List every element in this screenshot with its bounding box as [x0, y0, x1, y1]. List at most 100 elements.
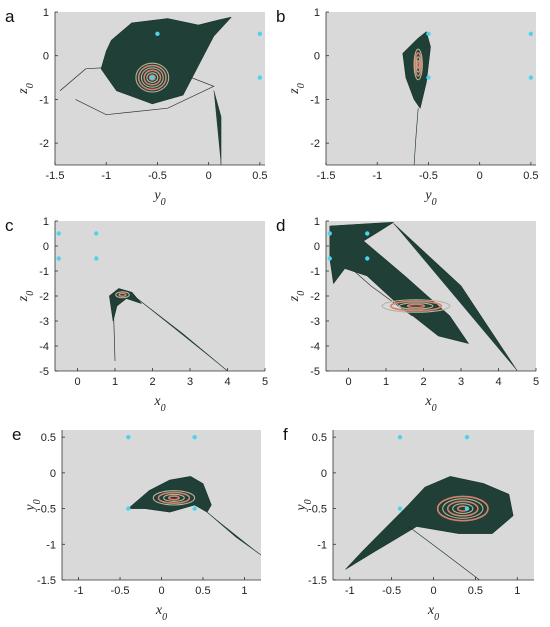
y-axis-label: z0: [287, 83, 307, 94]
x-tick-label: 0: [430, 585, 436, 597]
basin-tail: [206, 511, 261, 556]
y-tick-label: 1: [314, 216, 320, 228]
spiral-ring: [415, 56, 421, 73]
x-tick-label: 2: [149, 376, 155, 388]
y-tick-label: -4: [310, 341, 320, 353]
trajectory-curve: [59, 64, 215, 116]
y-tick-label: -2: [310, 138, 320, 150]
y-axis-label-sub: 0: [296, 83, 307, 88]
x-axis-label-sub: 0: [161, 197, 166, 208]
equilibrium-point: [150, 75, 155, 80]
equilibrium-point: [126, 506, 131, 511]
x-axis-label: x0: [155, 603, 167, 623]
equilibrium-point: [126, 434, 131, 440]
x-tick-label: 3: [458, 376, 464, 388]
x-tick-label: 0.5: [468, 585, 483, 597]
equilibrium-point: [365, 256, 370, 261]
panel-b: -1.5 -1 -0.5 0 0.5 1 0 -1 -2 y0 z0 b: [276, 7, 539, 208]
equilibrium-point: [397, 434, 403, 440]
equilibrium-point: [528, 31, 534, 37]
spiral-ring: [452, 503, 474, 514]
panel-letter: a: [5, 7, 15, 26]
x-tick-label: 4: [224, 376, 230, 388]
panel-letter: d: [276, 216, 285, 235]
x-axis-label: y0: [423, 188, 436, 208]
x-axis-label-sub: 0: [434, 612, 439, 623]
x-tick-label: -1: [372, 170, 382, 182]
x-tick-label: 0: [206, 170, 212, 182]
x-axis-label-sub: 0: [161, 403, 166, 414]
x-axis-label: x0: [424, 394, 436, 414]
basin-layer: [59, 16, 232, 165]
x-tick-label: 0: [158, 585, 164, 597]
x-tick-label: -0.5: [382, 585, 401, 597]
y-tick-label: -1: [39, 94, 49, 106]
spiral-ring: [115, 291, 130, 299]
x-tick-label: 2: [420, 376, 426, 388]
x-tick-label: -0.5: [111, 585, 130, 597]
equilibrium-point: [94, 231, 99, 236]
y-tick-label: -2: [310, 291, 320, 303]
spiral-ring: [416, 59, 421, 70]
spiral-ring: [140, 67, 164, 88]
x-tick-label: 1: [383, 376, 389, 388]
y-tick-label: -2: [39, 138, 49, 150]
y-tick-label: 1: [43, 216, 49, 228]
equilibrium-point: [56, 256, 61, 261]
panel-letter: f: [283, 425, 288, 444]
equilibrium-point: [528, 75, 534, 80]
spiral-ring: [442, 498, 484, 519]
y-tick-label: -5: [39, 366, 49, 378]
y-axis-label-sub: 0: [303, 499, 314, 504]
x-tick-label: -1: [345, 585, 355, 597]
equilibrium-point: [464, 506, 470, 511]
spiral-ring: [137, 64, 167, 91]
spiral-ring: [389, 300, 443, 312]
equilibrium-point: [155, 31, 160, 37]
basin-layer: [128, 476, 261, 556]
x-tick-label: 5: [262, 376, 268, 388]
equilibrium-point: [257, 31, 263, 37]
y-tick-label: 0.5: [41, 432, 56, 444]
panel-a: -1.5 -1 -0.5 0 0.5 1 0 -1 -2 y0 z0 a: [5, 7, 268, 208]
spiral-ring: [414, 52, 423, 77]
y-tick-label: 0: [43, 51, 49, 63]
equilibrium-point: [464, 434, 470, 440]
y-axis-label-sub: 0: [296, 291, 307, 296]
x-tick-label: 1: [112, 376, 118, 388]
y-axis-label-sub: 0: [25, 291, 36, 296]
spiral-ring: [143, 69, 162, 86]
y-tick-label: 0: [43, 241, 49, 253]
y-tick-label: -4: [39, 341, 49, 353]
spiral-ring: [406, 303, 426, 309]
basin-layer: [329, 222, 518, 371]
basin-layer: [109, 288, 228, 371]
spiral-ring: [413, 48, 423, 81]
y-axis-label-sub: 0: [32, 499, 43, 504]
spiral-ring: [163, 493, 185, 502]
y-tick-label: -1.5: [308, 575, 327, 587]
spiral-ring: [157, 491, 191, 505]
y-tick-label: -1.5: [37, 575, 56, 587]
x-axis-label: x0: [153, 394, 165, 414]
basin-tail: [413, 108, 419, 165]
y-tick-label: 0: [321, 468, 327, 480]
panel-c: 0 1 2 3 4 5 1 0 -1 -2 -3 -4 -5 x0 z0 c: [5, 216, 268, 414]
equilibrium-point: [257, 75, 263, 80]
spiral-ring: [135, 62, 170, 93]
panel-d: 0 1 2 3 4 5 1 0 -1 -2 -3 -4 -5 x0 z0 d: [276, 216, 539, 414]
y-tick-label: -1: [310, 94, 320, 106]
equilibrium-point: [365, 231, 370, 236]
x-axis-label-sub: 0: [432, 403, 437, 414]
y-tick-label: -2: [39, 291, 49, 303]
y-tick-label: -5: [310, 366, 320, 378]
basin-tail: [393, 223, 518, 371]
equilibrium-point: [327, 231, 332, 236]
y-tick-label: -1: [39, 266, 49, 278]
y-axis-label: z0: [287, 291, 307, 302]
x-tick-label: -1: [101, 170, 111, 182]
basin-region: [100, 16, 232, 105]
x-tick-label: 0: [74, 376, 80, 388]
